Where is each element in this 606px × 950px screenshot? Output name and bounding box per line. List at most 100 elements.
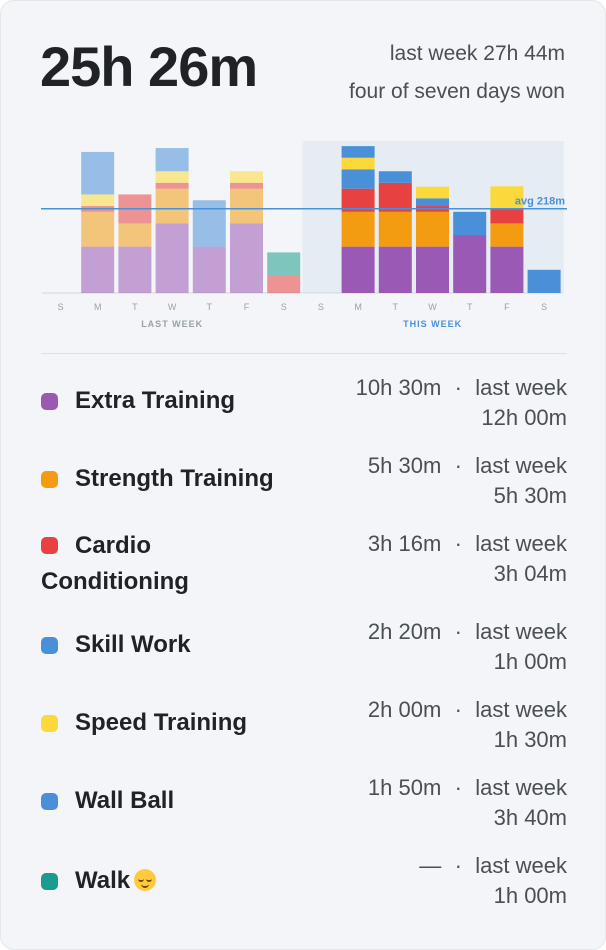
bar-segment <box>378 171 412 183</box>
day-label: M <box>354 302 362 312</box>
bar-segment <box>416 211 449 247</box>
day-label: T <box>467 302 473 312</box>
this-week-time: 10h 30m <box>355 375 442 400</box>
day-label: W <box>168 302 177 312</box>
activity-name: Walk <box>75 863 157 899</box>
bar-segment <box>155 148 189 172</box>
day-label: S <box>57 302 63 312</box>
bar-segment <box>378 211 412 247</box>
day-label: S <box>318 302 324 312</box>
bar-segment <box>155 188 189 224</box>
activity-stats: 2h 20m · last week 1h 00m <box>368 617 567 677</box>
day-label: M <box>94 302 102 312</box>
this-week-time: 1h 50m <box>367 775 442 800</box>
bar-segment <box>81 151 115 195</box>
day-label: W <box>428 302 437 312</box>
bar-segment <box>230 182 263 189</box>
activity-name: Cardio Conditioning <box>41 532 189 595</box>
bar-segment <box>527 269 561 293</box>
day-label: S <box>281 302 287 312</box>
separator: · <box>454 619 462 644</box>
last-week-label: last week <box>475 775 567 800</box>
day-label: T <box>132 302 138 312</box>
last-week-time: 5h 30m <box>493 483 567 508</box>
last-week-time: 1h 00m <box>493 649 567 674</box>
bar-segment <box>378 182 412 212</box>
activity-name-text: Walk <box>75 867 131 894</box>
activity-name: Strength Training <box>75 465 274 492</box>
weekly-stacked-bar-chart: avg 218m S M T W T F S S M T W T F S LAST WEEK THIS WEEK <box>41 141 567 329</box>
activity-stats: 5h 30m · last week 5h 30m <box>368 451 567 511</box>
last-week-time: 1h 30m <box>493 727 567 752</box>
separator: · <box>454 697 462 722</box>
day-label: F <box>504 302 510 312</box>
this-week-time: 2h 20m <box>367 619 442 644</box>
relieved-face-icon <box>134 869 157 891</box>
bar-segment <box>341 169 375 189</box>
color-swatch <box>41 537 58 554</box>
activity-name: Speed Training <box>75 709 248 736</box>
bar-segment <box>341 211 375 247</box>
activity-name: Skill Work <box>75 631 191 658</box>
color-swatch <box>41 393 58 410</box>
last-week-label: last week <box>475 853 567 878</box>
separator: · <box>454 453 462 478</box>
day-label: F <box>244 302 250 312</box>
bar-segment <box>192 200 226 247</box>
color-swatch <box>41 873 58 890</box>
bar-segment <box>230 188 263 224</box>
this-week-time: 2h 00m <box>367 697 442 722</box>
bar-segment <box>416 246 449 293</box>
separator: · <box>454 853 462 878</box>
day-label: S <box>541 302 547 312</box>
bar-segment <box>453 211 487 236</box>
bar-segment <box>341 246 375 293</box>
total-time: 25h 26m <box>40 35 258 98</box>
bar-segment <box>267 275 301 293</box>
bar-segment <box>155 182 189 189</box>
bar-segment <box>490 186 524 210</box>
last-week-label: last week <box>475 697 567 722</box>
bar-segment <box>453 235 487 293</box>
days-won: four of seven days won <box>349 80 565 103</box>
day-label: T <box>207 302 213 312</box>
bar-segment <box>81 194 115 207</box>
color-swatch <box>41 471 58 488</box>
bar-segment <box>118 246 152 293</box>
bar-segment <box>341 146 375 158</box>
bar-segment <box>81 246 115 293</box>
bar-segment <box>192 246 226 293</box>
activity-stats: 10h 30m · last week 12h 00m <box>356 373 567 433</box>
divider <box>41 353 567 354</box>
bar-segment <box>490 209 524 224</box>
last-week-time: 3h 40m <box>493 805 567 830</box>
bar-segment <box>416 198 449 207</box>
bar-segment <box>490 246 524 293</box>
bar-segment <box>155 171 189 183</box>
color-swatch <box>41 793 58 810</box>
bar-segment <box>378 246 412 293</box>
bar-segment <box>155 223 189 293</box>
color-swatch <box>41 637 58 654</box>
activity-stats: 1h 50m · last week 3h 40m <box>368 773 567 833</box>
last-week-time: 1h 00m <box>493 883 567 908</box>
last-week-label: last week <box>475 619 567 644</box>
day-label: T <box>393 302 399 312</box>
activity-stats: 2h 00m · last week 1h 30m <box>368 695 567 755</box>
last-week-label: last week <box>475 531 567 556</box>
bar-segment <box>341 157 375 170</box>
activity-name: Wall Ball <box>75 787 175 814</box>
bar-segment <box>118 223 152 247</box>
activity-name: Extra Training <box>75 387 236 414</box>
color-swatch <box>41 715 58 732</box>
activity-stats: — · last week 1h 00m <box>419 851 567 911</box>
this-week-time: 3h 16m <box>367 531 442 556</box>
activity-stats: 3h 16m · last week 3h 04m <box>368 529 567 589</box>
separator: · <box>454 531 462 556</box>
separator: · <box>454 375 462 400</box>
bar-segment <box>416 186 449 199</box>
last-week-label: last week <box>475 375 567 400</box>
last-week-label: last week <box>475 453 567 478</box>
separator: · <box>454 775 462 800</box>
